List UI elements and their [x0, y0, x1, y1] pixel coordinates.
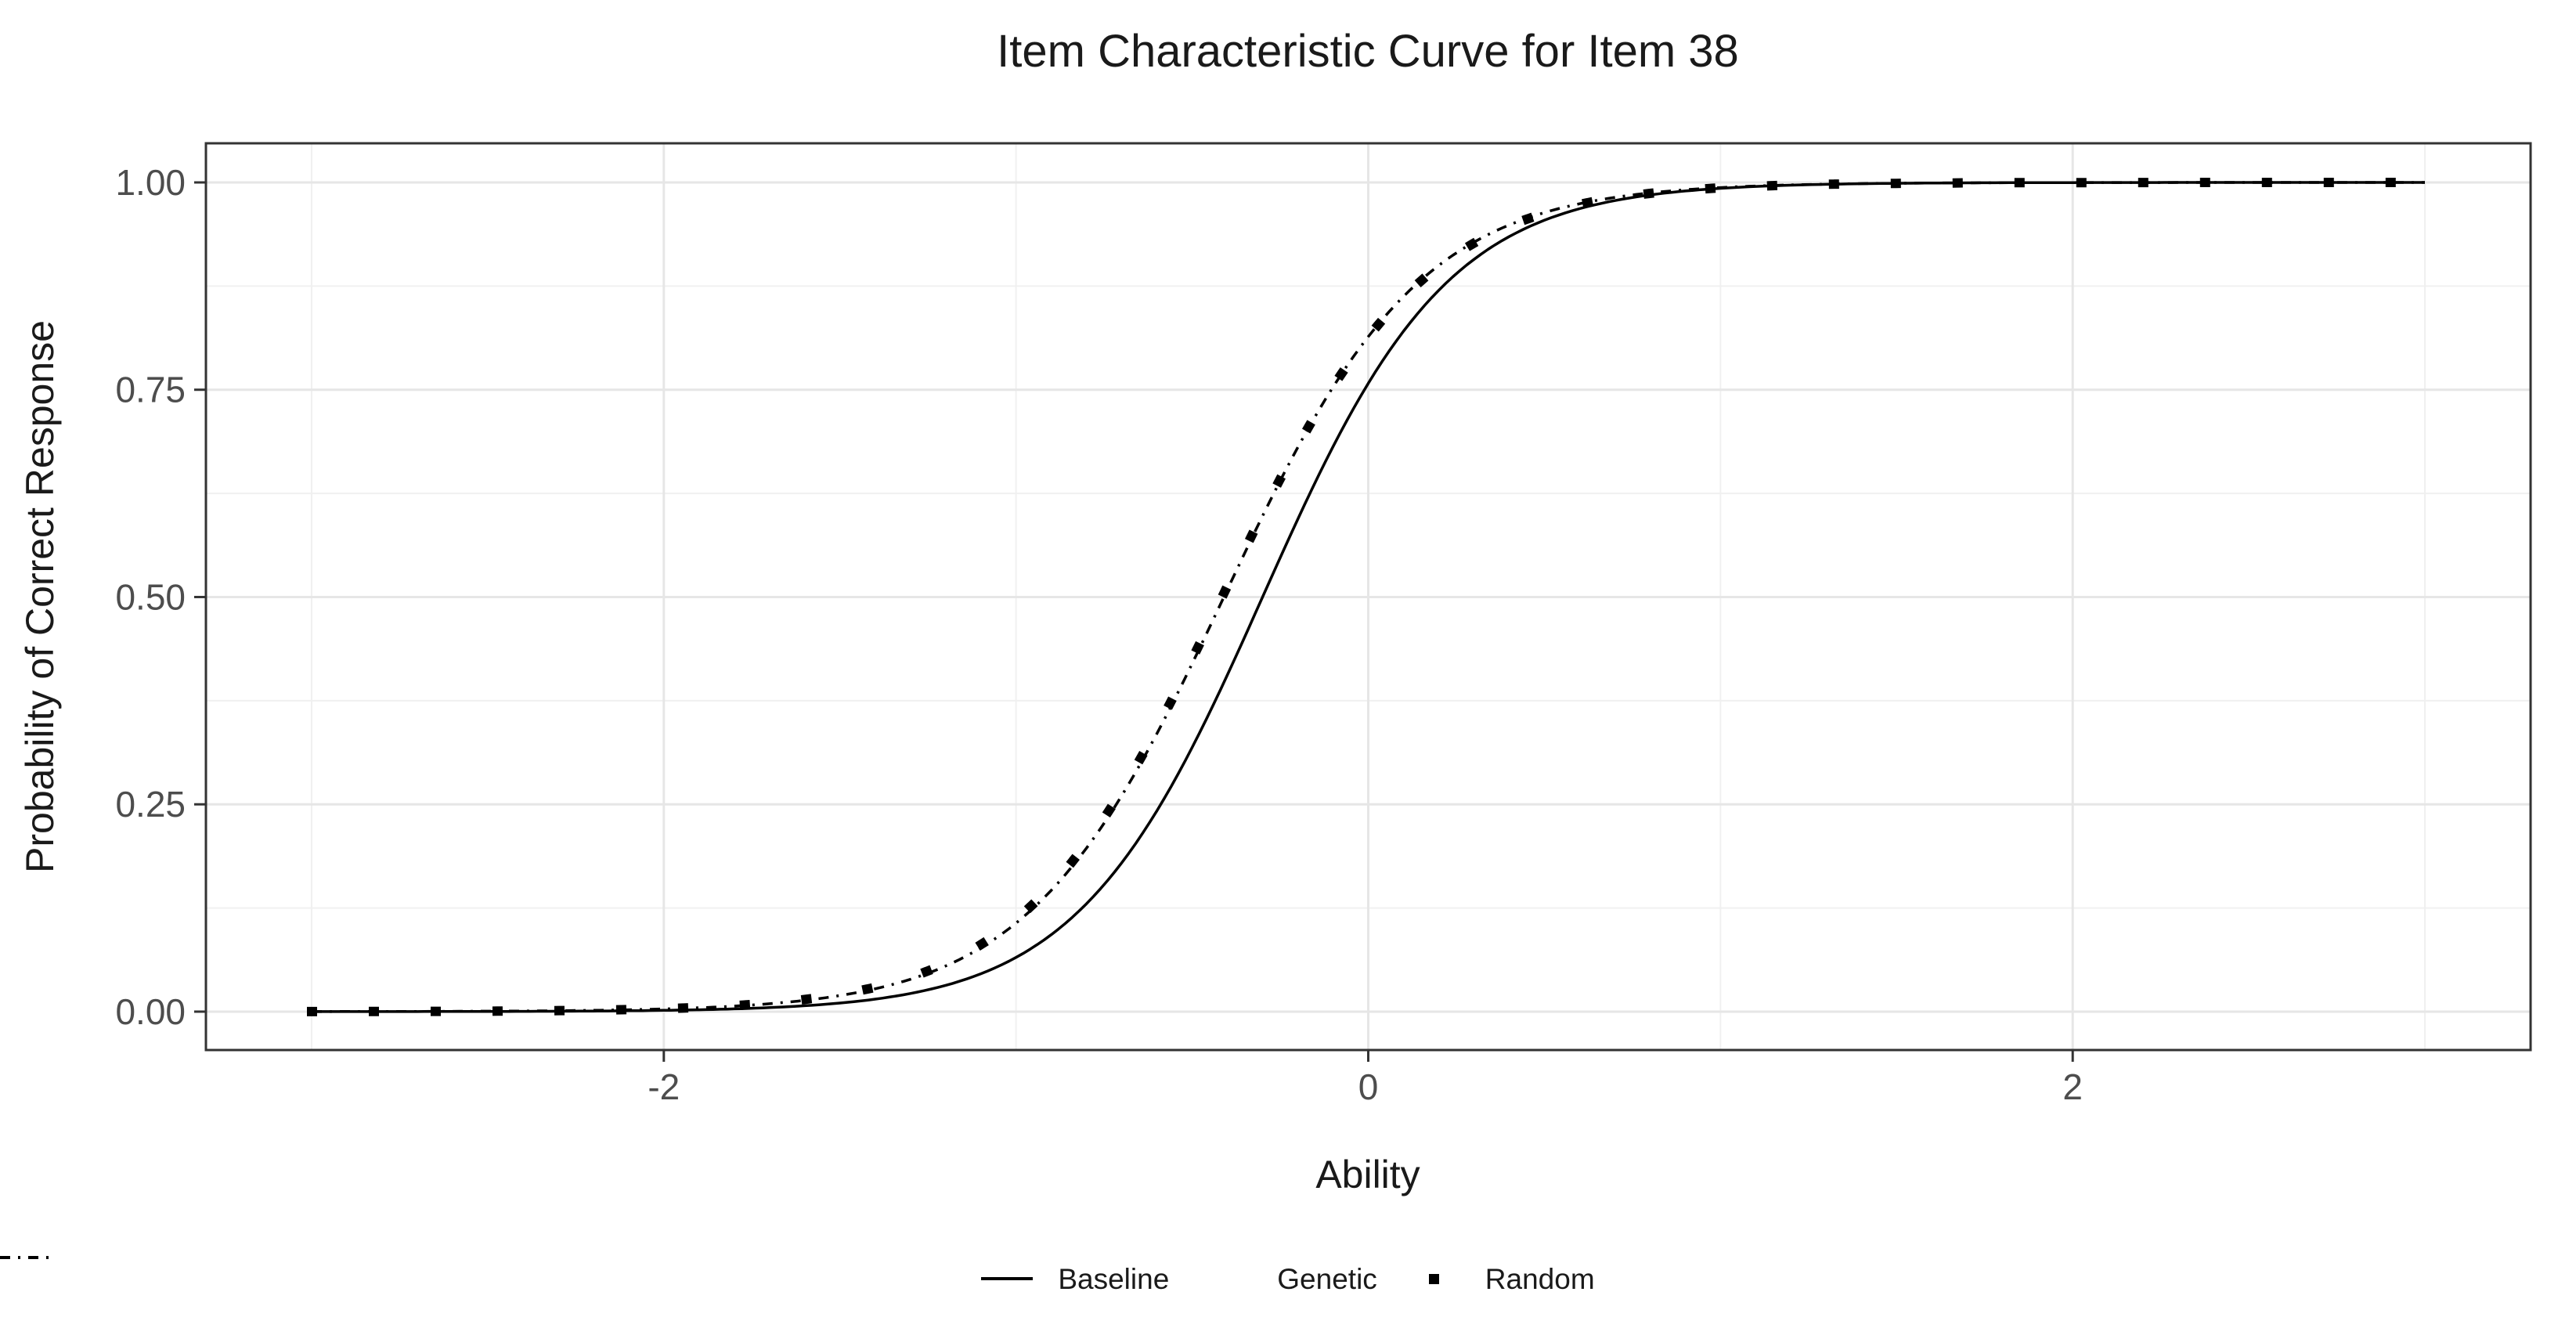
- y-axis-tick-labels: 0.00 0.25 0.50 0.75 1.00: [115, 162, 186, 1032]
- dash-dot-line-key-icon: [0, 1256, 1252, 1285]
- y-tick-label: 0.50: [115, 576, 186, 617]
- y-axis-title: Probability of Correct Response: [18, 320, 62, 873]
- legend-label-random: Random: [1485, 1262, 1595, 1295]
- legend-item-baseline: Baseline: [981, 1265, 1169, 1294]
- curve-genetic: [312, 181, 2425, 1013]
- solid-line-key-icon: [981, 1272, 1034, 1285]
- legend-item-random: Random: [1409, 1265, 1595, 1294]
- major-gridlines: [206, 143, 2531, 1050]
- legend-item-genetic: Genetic: [0, 1256, 1377, 1295]
- icc-curves: [307, 178, 2430, 1016]
- plot-title: Item Characteristic Curve for Item 38: [997, 26, 1739, 77]
- x-tick-label: 0: [1358, 1066, 1379, 1107]
- x-tick-label: -2: [648, 1066, 680, 1107]
- x-axis-title: Ability: [1315, 1153, 1420, 1196]
- legend-label-genetic: Genetic: [1277, 1262, 1377, 1295]
- x-axis-tick-labels: -2 0 2: [648, 1066, 2083, 1107]
- square-point-key-icon: [1409, 1272, 1460, 1285]
- y-tick-label: 1.00: [115, 162, 186, 203]
- y-tick-label: 0.25: [115, 784, 186, 825]
- y-tick-label: 0.75: [115, 370, 186, 410]
- legend: Baseline Genetic Random: [0, 1251, 2576, 1306]
- axis-tick-marks: [194, 181, 2074, 1062]
- y-tick-label: 0.00: [115, 991, 186, 1032]
- curve-baseline: [312, 181, 2425, 1013]
- x-tick-label: 2: [2062, 1066, 2083, 1107]
- legend-label-baseline: Baseline: [1058, 1262, 1170, 1295]
